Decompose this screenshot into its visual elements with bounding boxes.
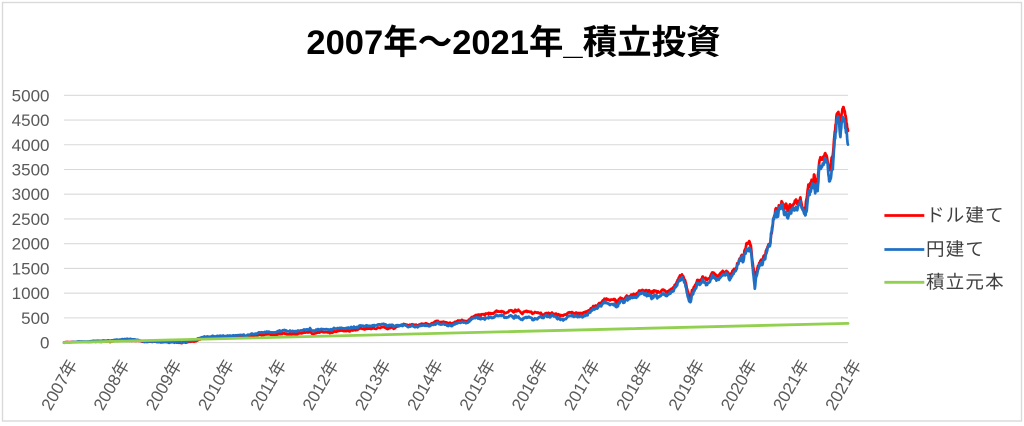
svg-text:2007: 2007 [306, 24, 383, 62]
svg-text:500: 500 [21, 309, 49, 328]
svg-text:5000: 5000 [12, 86, 50, 105]
svg-text:2000: 2000 [12, 235, 50, 254]
svg-text:2021: 2021 [452, 24, 529, 62]
svg-text:3500: 3500 [12, 161, 50, 180]
svg-text:4000: 4000 [12, 136, 50, 155]
svg-text:1000: 1000 [12, 284, 50, 303]
svg-text:0: 0 [40, 334, 49, 353]
svg-text:2500: 2500 [12, 210, 50, 229]
svg-text:_: _ [562, 24, 583, 62]
svg-text:3000: 3000 [12, 185, 50, 204]
svg-text:4500: 4500 [12, 111, 50, 130]
svg-text:1500: 1500 [12, 259, 50, 278]
